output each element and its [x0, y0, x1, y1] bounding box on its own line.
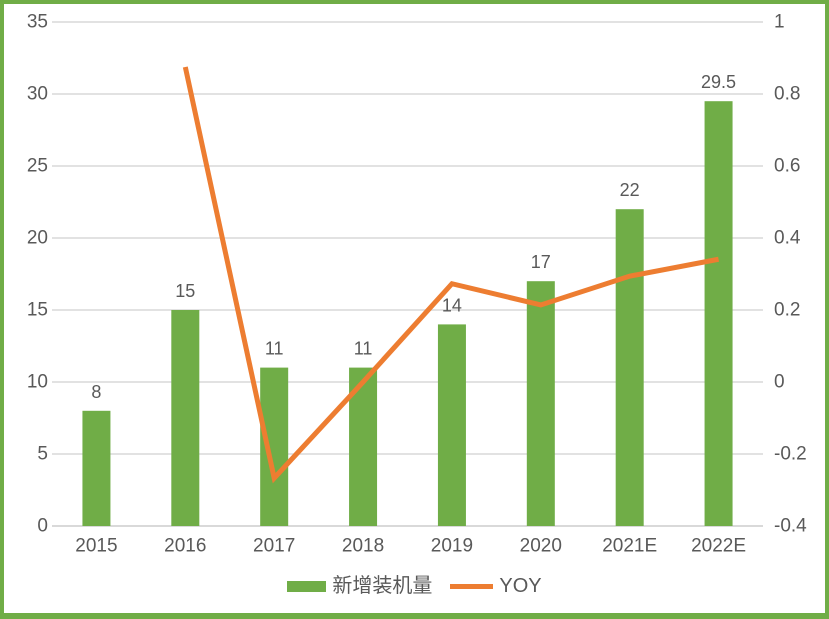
bar-value-label: 14 — [442, 295, 462, 315]
bar-value-label: 29.5 — [701, 72, 736, 92]
legend-item-bars: 新增装机量 — [287, 574, 432, 598]
x-axis-category-label: 2016 — [164, 536, 206, 557]
x-axis-category-label: 2021E — [602, 536, 657, 557]
bar-value-label: 8 — [91, 382, 101, 402]
right-axis-tick-label: -0.2 — [774, 444, 807, 465]
left-axis-tick-label: 20 — [27, 228, 48, 249]
x-axis-category-label: 2020 — [520, 536, 562, 557]
yoy-line — [182, 66, 720, 484]
bar-2015 — [82, 410, 111, 526]
left-axis-tick-label: 10 — [27, 372, 48, 393]
bar-2020 — [526, 281, 555, 526]
left-axis-tick-label: 5 — [37, 444, 48, 465]
left-axis-tick-label: 0 — [37, 516, 48, 537]
bar-2017 — [260, 367, 289, 526]
legend-line-swatch-icon — [450, 583, 494, 589]
legend-line-label: YOY — [499, 575, 542, 597]
right-axis-tick-label: 0 — [774, 372, 785, 393]
x-axis-category-label: 2022E — [691, 536, 746, 557]
left-axis-tick-label: 15 — [27, 300, 48, 321]
right-axis-tick-label: 1 — [774, 12, 785, 33]
bar-2019 — [437, 324, 466, 526]
right-axis-tick-label: 0.4 — [774, 228, 801, 249]
right-axis-tick-label: -0.4 — [774, 516, 807, 537]
x-axis-category-label: 2015 — [75, 536, 117, 557]
left-axis-tick-label: 35 — [27, 12, 48, 33]
x-axis-category-label: 2017 — [253, 536, 295, 557]
bar-value-label: 15 — [175, 281, 195, 301]
right-axis-tick-label: 0.8 — [774, 84, 800, 105]
bar-2022E — [704, 101, 733, 526]
legend-item-line: YOY — [450, 574, 542, 598]
bar-value-label: 11 — [265, 339, 284, 359]
legend-bar-swatch-icon — [287, 580, 327, 592]
right-axis-tick-label: 0.2 — [774, 300, 800, 321]
legend-bar-label: 新增装机量 — [332, 575, 433, 597]
chart-legend: 新增装机量 YOY — [0, 574, 829, 598]
x-axis-category-label: 2018 — [342, 536, 384, 557]
bar-value-label: 11 — [354, 339, 373, 359]
left-axis-tick-label: 30 — [27, 84, 48, 105]
right-axis-tick-label: 0.6 — [774, 156, 800, 177]
bar-value-label: 17 — [531, 252, 551, 272]
bar-value-label: 22 — [620, 180, 640, 200]
bar-2016 — [171, 310, 200, 526]
x-axis-category-label: 2019 — [431, 536, 473, 557]
left-axis-tick-label: 25 — [27, 156, 48, 177]
bar-2021E — [615, 209, 644, 526]
